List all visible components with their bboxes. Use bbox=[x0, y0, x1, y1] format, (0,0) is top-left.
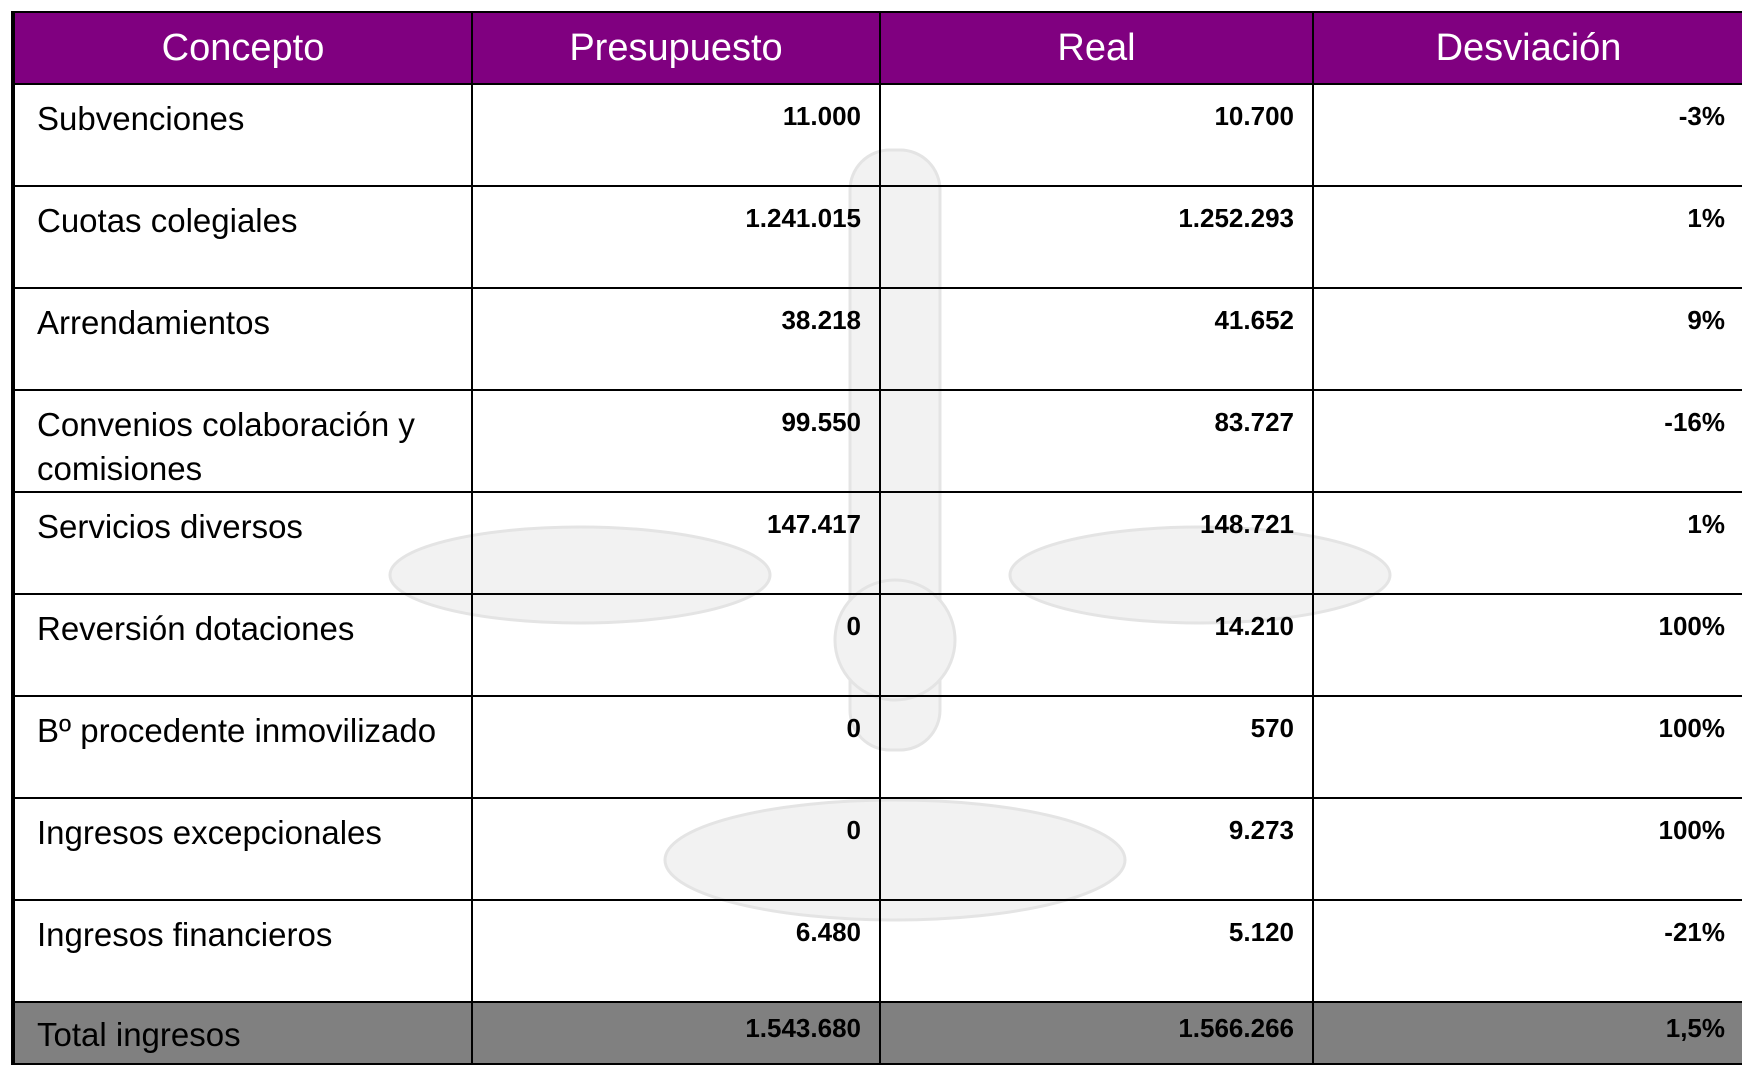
value-cell: 1.252.293 bbox=[880, 186, 1313, 288]
value-cell: 0 bbox=[472, 594, 880, 696]
value-cell: 9.273 bbox=[880, 798, 1313, 900]
value-cell: 570 bbox=[880, 696, 1313, 798]
header-cell: Desviación bbox=[1313, 12, 1742, 84]
header-cell: Presupuesto bbox=[472, 12, 880, 84]
value-cell: 83.727 bbox=[880, 390, 1313, 492]
value-cell: 1.543.680 bbox=[472, 1002, 880, 1064]
header-cell: Real bbox=[880, 12, 1313, 84]
value-cell: 1.566.266 bbox=[880, 1002, 1313, 1064]
value-cell: 1% bbox=[1313, 492, 1742, 594]
concept-cell: Ingresos excepcionales bbox=[13, 798, 472, 900]
value-cell: 99.550 bbox=[472, 390, 880, 492]
value-cell: 38.218 bbox=[472, 288, 880, 390]
value-cell: 100% bbox=[1313, 696, 1742, 798]
concept-cell: Subvenciones bbox=[13, 84, 472, 186]
value-cell: 11.000 bbox=[472, 84, 880, 186]
value-cell: -21% bbox=[1313, 900, 1742, 1002]
value-cell: 148.721 bbox=[880, 492, 1313, 594]
page: ConceptoPresupuestoRealDesviación Subven… bbox=[0, 0, 1742, 1090]
value-cell: -16% bbox=[1313, 390, 1742, 492]
value-cell: -3% bbox=[1313, 84, 1742, 186]
value-cell: 41.652 bbox=[880, 288, 1313, 390]
value-cell: 0 bbox=[472, 798, 880, 900]
concept-cell: Ingresos financieros bbox=[13, 900, 472, 1002]
value-cell: 0 bbox=[472, 696, 880, 798]
header-cell: Concepto bbox=[13, 12, 472, 84]
value-cell: 1,5% bbox=[1313, 1002, 1742, 1064]
value-cell: 10.700 bbox=[880, 84, 1313, 186]
concept-cell: Total ingresos bbox=[13, 1002, 472, 1064]
concept-cell: Bº procedente inmovilizado bbox=[13, 696, 472, 798]
concept-cell: Reversión dotaciones bbox=[13, 594, 472, 696]
concept-cell: Servicios diversos bbox=[13, 492, 472, 594]
value-cell: 9% bbox=[1313, 288, 1742, 390]
value-cell: 1.241.015 bbox=[472, 186, 880, 288]
value-cell: 14.210 bbox=[880, 594, 1313, 696]
value-cell: 100% bbox=[1313, 798, 1742, 900]
value-cell: 147.417 bbox=[472, 492, 880, 594]
value-cell: 5.120 bbox=[880, 900, 1313, 1002]
value-cell: 6.480 bbox=[472, 900, 880, 1002]
value-cell: 1% bbox=[1313, 186, 1742, 288]
value-cell: 100% bbox=[1313, 594, 1742, 696]
concept-cell: Convenios colaboración y comisiones bbox=[13, 390, 472, 492]
concept-cell: Arrendamientos bbox=[13, 288, 472, 390]
concept-cell: Cuotas colegiales bbox=[13, 186, 472, 288]
